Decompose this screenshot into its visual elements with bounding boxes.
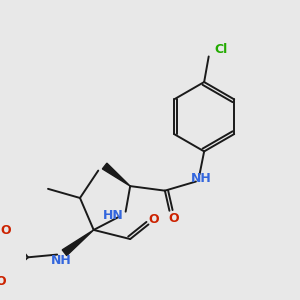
Text: O: O bbox=[169, 212, 179, 225]
Text: O: O bbox=[1, 224, 11, 237]
Text: HN: HN bbox=[103, 209, 123, 222]
Text: NH: NH bbox=[191, 172, 212, 185]
Text: Cl: Cl bbox=[215, 43, 228, 56]
Polygon shape bbox=[102, 163, 130, 186]
Text: O: O bbox=[148, 213, 159, 226]
Text: NH: NH bbox=[51, 254, 72, 267]
Text: O: O bbox=[0, 274, 6, 287]
Polygon shape bbox=[62, 230, 94, 256]
